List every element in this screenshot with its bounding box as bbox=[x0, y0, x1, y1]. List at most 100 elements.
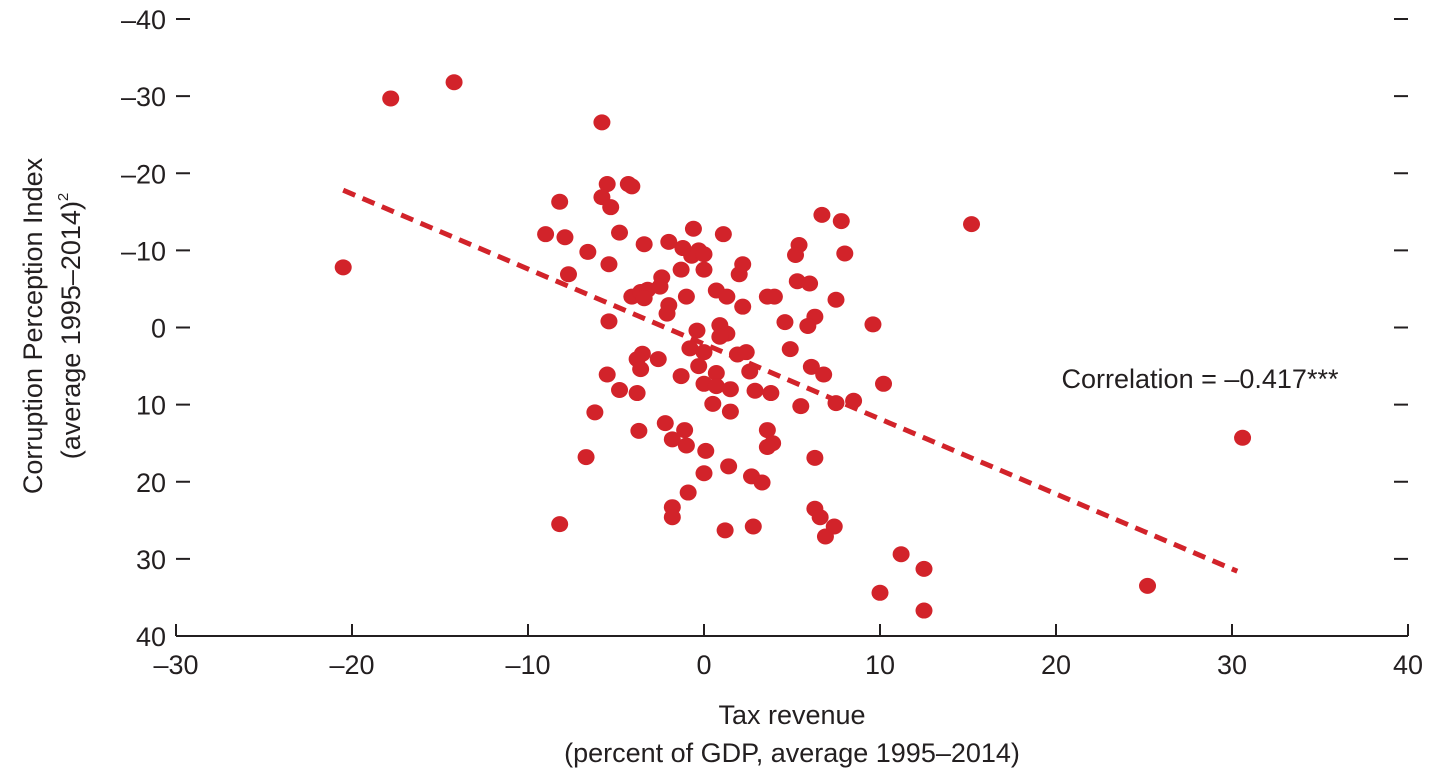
data-point bbox=[600, 256, 618, 273]
data-point bbox=[663, 431, 681, 448]
x-tick-label: –10 bbox=[505, 650, 550, 680]
data-point bbox=[737, 344, 755, 361]
correlation-annotation: Correlation = –0.417*** bbox=[1062, 364, 1339, 394]
data-point bbox=[711, 328, 729, 345]
data-point bbox=[806, 449, 824, 466]
data-point bbox=[600, 313, 618, 330]
data-point bbox=[801, 275, 819, 292]
data-point bbox=[915, 560, 933, 577]
data-point bbox=[445, 74, 463, 91]
y-tick-label: –40 bbox=[121, 5, 166, 35]
data-point bbox=[871, 584, 889, 601]
data-point bbox=[721, 381, 739, 398]
y-tick-label: 20 bbox=[136, 468, 166, 498]
data-point bbox=[658, 305, 676, 322]
data-point bbox=[875, 375, 893, 392]
data-point bbox=[537, 226, 555, 243]
data-point bbox=[649, 351, 667, 368]
data-point bbox=[714, 226, 732, 243]
data-point bbox=[663, 509, 681, 526]
data-point bbox=[681, 340, 699, 357]
data-point bbox=[845, 392, 863, 409]
x-tick-label: –20 bbox=[329, 650, 374, 680]
data-point bbox=[864, 316, 882, 333]
data-point bbox=[734, 256, 752, 273]
y-tick-label: –20 bbox=[121, 159, 166, 189]
x-tick-label: 30 bbox=[1217, 650, 1247, 680]
data-point bbox=[551, 516, 569, 533]
data-point bbox=[836, 245, 854, 262]
data-point bbox=[697, 442, 715, 459]
y-tick-label: 40 bbox=[136, 622, 166, 652]
data-point bbox=[765, 288, 783, 305]
data-point bbox=[586, 404, 604, 421]
data-point bbox=[695, 344, 713, 361]
data-point bbox=[677, 288, 695, 305]
data-point bbox=[815, 366, 833, 383]
data-point bbox=[963, 216, 981, 233]
data-point bbox=[721, 403, 739, 420]
data-points bbox=[334, 74, 1252, 619]
data-point bbox=[577, 449, 595, 466]
data-point bbox=[684, 220, 702, 237]
data-point bbox=[382, 90, 400, 107]
data-point bbox=[632, 361, 650, 378]
y-axis-title-line2-wrap: (average 1995–2014)2 bbox=[55, 193, 86, 460]
y-tick-label: 10 bbox=[136, 391, 166, 421]
data-point bbox=[827, 395, 845, 412]
y-tick-label: 0 bbox=[151, 314, 166, 344]
data-point bbox=[720, 458, 738, 475]
data-point bbox=[781, 341, 799, 358]
data-point bbox=[334, 259, 352, 276]
data-point bbox=[744, 518, 762, 535]
data-point bbox=[656, 415, 674, 432]
data-point bbox=[762, 385, 780, 402]
data-point bbox=[832, 213, 850, 230]
data-point bbox=[556, 229, 574, 246]
data-point bbox=[787, 247, 805, 264]
y-ticks-right bbox=[1394, 18, 1408, 560]
data-point bbox=[611, 224, 629, 241]
data-point bbox=[716, 522, 734, 539]
data-point bbox=[811, 509, 829, 526]
data-point bbox=[718, 288, 736, 305]
data-point bbox=[816, 528, 834, 545]
data-point bbox=[630, 422, 648, 439]
data-point bbox=[672, 368, 690, 385]
data-point bbox=[688, 322, 706, 339]
x-ticks: –30 –20 –10 0 10 20 30 40 bbox=[153, 624, 1423, 680]
y-tick-label: –10 bbox=[121, 236, 166, 266]
data-point bbox=[802, 358, 820, 375]
x-axis-title-line1: Tax revenue bbox=[718, 700, 865, 730]
y-tick-label: –30 bbox=[121, 82, 166, 112]
data-point bbox=[628, 385, 646, 402]
y-axis-title-superscript: 2 bbox=[55, 193, 72, 201]
data-point bbox=[1234, 429, 1252, 446]
data-point bbox=[776, 314, 794, 331]
data-point bbox=[753, 474, 771, 491]
data-point bbox=[551, 193, 569, 210]
data-point bbox=[579, 243, 597, 260]
y-axis-title-line2-text: (average 1995–2014) bbox=[56, 201, 86, 459]
data-point bbox=[635, 290, 653, 307]
data-point bbox=[707, 378, 725, 395]
data-point bbox=[672, 261, 690, 278]
data-point bbox=[707, 365, 725, 382]
data-point bbox=[677, 437, 695, 454]
data-point bbox=[792, 398, 810, 415]
data-point bbox=[676, 422, 694, 439]
data-point bbox=[651, 278, 669, 295]
data-point bbox=[559, 266, 577, 283]
data-point bbox=[758, 439, 776, 456]
data-point bbox=[623, 178, 641, 195]
y-axis-title-line2: (average 1995–2014)2 bbox=[55, 193, 86, 460]
data-point bbox=[1139, 577, 1157, 594]
data-point bbox=[746, 382, 764, 399]
data-point bbox=[741, 363, 759, 380]
data-point bbox=[734, 298, 752, 315]
data-point bbox=[799, 317, 817, 334]
y-tick-label: 30 bbox=[136, 545, 166, 575]
data-point bbox=[598, 176, 616, 193]
data-point bbox=[695, 261, 713, 278]
